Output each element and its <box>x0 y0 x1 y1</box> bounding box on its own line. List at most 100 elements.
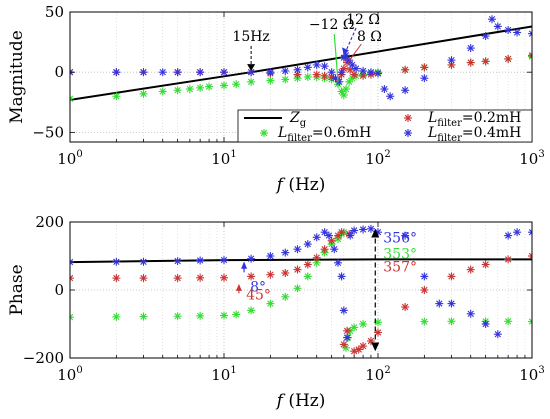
data-point <box>466 265 475 274</box>
data-point <box>359 66 368 75</box>
y-axis-label: Magnitude <box>7 30 27 124</box>
annotation-8deg: 8° <box>250 280 266 296</box>
data-point <box>232 310 241 319</box>
data-point <box>342 85 351 94</box>
data-point <box>173 257 182 266</box>
x-tick-label: 100 <box>57 365 82 384</box>
legend-label-0.2mH: Lfilter=0.2mH <box>427 110 521 129</box>
arrow-minus12 <box>333 33 339 82</box>
series-Lfilter=0.4mH <box>70 15 532 101</box>
y-tick-label: −50 <box>32 123 64 141</box>
y-axis-label: Phase <box>7 264 27 315</box>
data-point <box>493 22 502 31</box>
data-point <box>435 299 444 308</box>
data-point <box>112 92 121 101</box>
data-point <box>70 258 74 267</box>
data-point <box>293 65 302 74</box>
data-point <box>266 68 275 77</box>
data-point <box>281 269 290 277</box>
data-point <box>303 240 312 249</box>
data-point <box>303 73 312 81</box>
x-tick-label: 102 <box>365 365 390 384</box>
data-point <box>281 248 290 257</box>
data-point <box>70 313 74 322</box>
y-tick-label: 200 <box>35 213 64 231</box>
data-point <box>346 231 355 240</box>
data-point <box>420 272 429 281</box>
arrowhead-15hz <box>247 64 256 72</box>
data-point <box>266 76 275 85</box>
data-point <box>247 306 256 315</box>
data-point <box>196 311 205 320</box>
data-point <box>220 311 228 320</box>
data-point <box>504 231 513 240</box>
data-point <box>374 328 382 337</box>
legend-marker <box>260 129 268 137</box>
data-point <box>220 81 228 90</box>
data-point <box>312 233 321 242</box>
data-point <box>112 68 121 77</box>
data-point <box>350 226 359 235</box>
series-Lfilter=0.2mH <box>70 228 532 356</box>
annotations: 356°353°357° 8°45° <box>235 228 417 352</box>
data-point <box>481 320 490 328</box>
legend-entry-0.6mH: Lfilter=0.6mH <box>260 125 371 144</box>
data-point <box>303 272 312 281</box>
data-point <box>488 15 497 24</box>
data-point <box>112 257 121 266</box>
data-point <box>337 68 346 77</box>
data-point <box>352 64 361 73</box>
data-point <box>466 309 475 318</box>
data-point <box>528 252 532 260</box>
x-tick-label: 103 <box>519 149 544 168</box>
data-point <box>504 26 513 35</box>
data-point <box>528 317 532 326</box>
data-point <box>281 75 290 84</box>
data-point <box>354 345 363 354</box>
data-point <box>220 256 228 265</box>
data-point <box>401 65 410 74</box>
data-point <box>504 54 513 63</box>
data-point <box>528 51 532 60</box>
data-point <box>324 231 333 240</box>
ticks <box>69 221 533 359</box>
data-point <box>337 228 346 237</box>
data-point <box>312 60 321 69</box>
data-point <box>112 274 121 283</box>
data-point <box>504 255 513 264</box>
data-point <box>196 256 205 265</box>
data-point <box>281 292 290 301</box>
y-tick-label: 0 <box>54 63 64 81</box>
data-point <box>359 342 368 351</box>
data-point <box>205 82 214 91</box>
data-point <box>513 228 522 237</box>
data-point <box>504 317 513 326</box>
data-point <box>232 80 241 89</box>
data-point <box>139 257 148 266</box>
data-point <box>420 286 429 294</box>
data-point <box>303 260 312 269</box>
data-point <box>420 74 429 83</box>
data-point <box>247 254 256 263</box>
data-point <box>343 326 352 335</box>
legend: Zg Lfilter=0.2mH Lfilter=0.6mH Lfilter=0.4m… <box>237 109 533 144</box>
data-point <box>312 70 321 79</box>
data-point <box>366 68 375 77</box>
data-point <box>293 265 302 274</box>
data-point <box>303 63 312 72</box>
legend-label-zg: Zg <box>289 110 307 129</box>
data-point <box>401 86 410 95</box>
data-point <box>380 85 389 94</box>
data-point <box>359 225 368 234</box>
data-point <box>185 85 194 94</box>
data-point <box>330 245 339 254</box>
x-tick-label: 100 <box>57 149 82 168</box>
data-point <box>343 333 352 342</box>
data-point <box>139 274 148 283</box>
x-tick-label: 103 <box>519 365 544 384</box>
data-point <box>70 274 74 283</box>
data-point <box>359 320 368 328</box>
legend-marker <box>404 114 412 122</box>
data-point <box>466 58 475 67</box>
